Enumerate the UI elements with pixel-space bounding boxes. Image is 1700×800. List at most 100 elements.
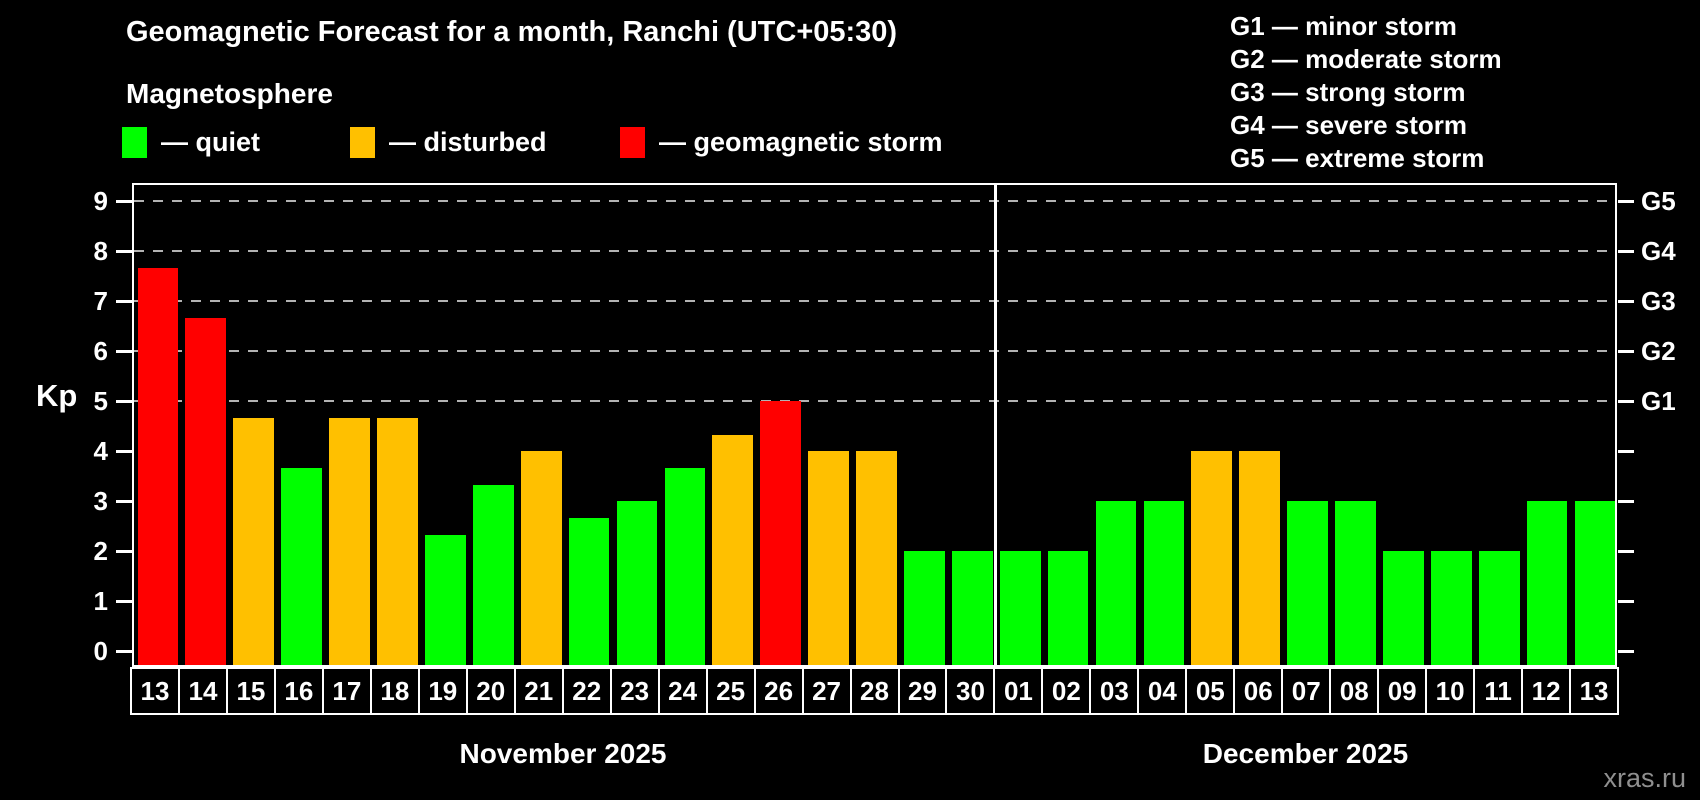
tick-left-kp8	[116, 250, 132, 253]
disturbed-color-swatch	[350, 126, 375, 158]
g-axis-label-G5: G5	[1641, 186, 1676, 216]
bar-nov-16	[281, 467, 322, 665]
legend-item-label: — geomagnetic storm	[659, 126, 943, 157]
legend-item-storm: — geomagnetic storm	[620, 124, 943, 160]
day-cell-dec-04: 04	[1137, 667, 1188, 715]
day-cell-dec-06: 06	[1233, 667, 1284, 715]
day-cell-dec-03: 03	[1089, 667, 1140, 715]
storm-color-swatch	[620, 126, 645, 158]
bar-nov-21	[520, 451, 562, 665]
day-cell-nov-26: 26	[753, 667, 804, 715]
g-axis-label-G4: G4	[1641, 236, 1676, 266]
bar-dec-10	[1430, 551, 1472, 665]
bar-dec-12	[1526, 501, 1568, 665]
storm-scale-g1: G1 — minor storm	[1230, 11, 1457, 41]
gridline-kp5	[134, 400, 1615, 402]
tick-right-kp8	[1618, 250, 1634, 253]
day-cell-dec-05: 05	[1185, 667, 1236, 715]
bar-nov-29	[904, 551, 945, 665]
day-cell-nov-18: 18	[369, 667, 420, 715]
day-cell-dec-01: 01	[993, 667, 1044, 715]
tick-left-kp9	[116, 200, 132, 203]
day-cell-nov-30: 30	[945, 667, 996, 715]
bar-nov-30	[951, 551, 993, 665]
bar-dec-13	[1574, 501, 1616, 665]
bar-nov-13	[137, 267, 179, 665]
bar-nov-15	[233, 417, 275, 665]
bar-dec-03	[1095, 501, 1137, 665]
bar-nov-27	[808, 451, 849, 665]
bar-dec-11	[1478, 551, 1520, 665]
day-cell-nov-21: 21	[513, 667, 564, 715]
day-cell-nov-16: 16	[273, 667, 324, 715]
watermark: xras.ru	[1603, 763, 1686, 793]
gridline-kp8	[134, 250, 1615, 252]
g-axis-label-G2: G2	[1641, 336, 1676, 366]
bar-dec-07	[1287, 501, 1328, 665]
gridline-kp9	[134, 200, 1615, 202]
y-tick-label-2: 2	[93, 536, 108, 566]
day-cell-nov-28: 28	[849, 667, 900, 715]
bar-nov-25	[712, 434, 754, 665]
day-cell-nov-22: 22	[561, 667, 612, 715]
day-cell-nov-13: 13	[130, 667, 180, 715]
legend-item-disturbed: — disturbed	[350, 124, 547, 160]
bar-nov-28	[856, 451, 897, 665]
plot-area	[132, 183, 1617, 667]
storm-scale-g5: G5 — extreme storm	[1230, 143, 1485, 173]
day-cell-nov-27: 27	[801, 667, 852, 715]
gridline-kp7	[134, 300, 1615, 302]
storm-scale-legend: G1 — minor storm G2 — moderate storm G3 …	[1230, 10, 1502, 175]
y-tick-label-1: 1	[93, 586, 108, 616]
day-cell-dec-07: 07	[1281, 667, 1332, 715]
tick-left-kp2	[116, 550, 132, 553]
g-axis-label-G1: G1	[1641, 386, 1676, 416]
storm-scale-g4: G4 — severe storm	[1230, 110, 1468, 140]
y-tick-label-5: 5	[93, 386, 108, 416]
tick-right-kp0	[1618, 650, 1634, 653]
bar-nov-23	[616, 501, 658, 665]
y-tick-label-0: 0	[93, 636, 108, 666]
y-tick-label-3: 3	[93, 486, 108, 516]
legend-item-label: — quiet	[161, 126, 260, 157]
day-cell-nov-19: 19	[417, 667, 468, 715]
bar-nov-24	[664, 467, 706, 665]
tick-left-kp7	[116, 300, 132, 303]
tick-left-kp5	[116, 400, 132, 403]
bar-dec-05	[1191, 451, 1233, 665]
month-divider-line	[994, 185, 998, 665]
legend-heading: Magnetosphere	[126, 78, 333, 109]
day-cell-dec-12: 12	[1521, 667, 1572, 715]
bar-dec-08	[1335, 501, 1376, 665]
day-cell-dec-02: 02	[1041, 667, 1092, 715]
bar-dec-04	[1143, 501, 1185, 665]
tick-left-kp3	[116, 500, 132, 503]
legend-item-label: — disturbed	[389, 126, 547, 157]
day-axis: 13 14 15 16 17 18 19 20 21 22 23 24 25 26 27 28 29 30 01 02…	[130, 667, 1620, 715]
tick-left-kp4	[116, 450, 132, 453]
bar-nov-14	[185, 317, 227, 665]
y-tick-label-8: 8	[93, 236, 108, 266]
tick-right-kp7	[1618, 300, 1634, 303]
bar-nov-20	[472, 484, 514, 665]
day-cell-dec-13: 13	[1569, 667, 1620, 715]
y-axis-title: Kp	[36, 378, 78, 413]
month-label-december: December 2025	[1202, 738, 1409, 769]
day-cell-nov-24: 24	[657, 667, 708, 715]
tick-right-kp9	[1618, 200, 1634, 203]
bar-dec-01	[999, 551, 1041, 665]
y-tick-label-7: 7	[93, 286, 108, 316]
tick-right-kp1	[1618, 600, 1634, 603]
month-label-november: November 2025	[459, 738, 667, 769]
tick-left-kp0	[116, 650, 132, 653]
day-cell-nov-23: 23	[609, 667, 660, 715]
bar-dec-02	[1047, 551, 1089, 665]
day-cell-nov-25: 25	[705, 667, 756, 715]
tick-right-kp5	[1618, 400, 1634, 403]
day-cell-dec-10: 10	[1425, 667, 1476, 715]
day-cell-dec-11: 11	[1473, 667, 1524, 715]
y-tick-label-4: 4	[93, 436, 108, 466]
storm-scale-g2: G2 — moderate storm	[1230, 44, 1502, 74]
y-tick-label-6: 6	[93, 336, 108, 366]
